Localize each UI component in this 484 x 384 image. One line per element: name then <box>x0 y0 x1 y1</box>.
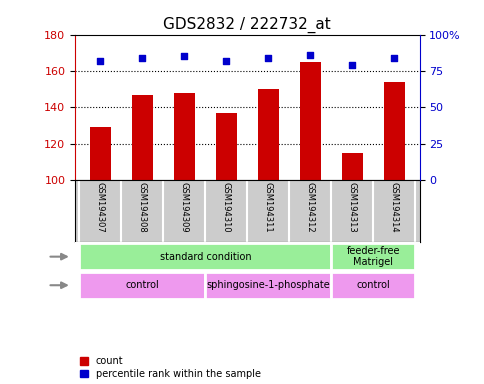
Bar <box>383 82 404 180</box>
Bar <box>215 113 236 180</box>
Text: GSM194307: GSM194307 <box>96 182 105 233</box>
Bar <box>331 243 414 270</box>
Bar <box>132 94 152 180</box>
Point <box>180 53 188 60</box>
Text: feeder-free
Matrigel: feeder-free Matrigel <box>346 246 399 268</box>
Text: sphingosine-1-phosphate: sphingosine-1-phosphate <box>206 280 330 290</box>
Text: GSM194308: GSM194308 <box>137 182 147 233</box>
Text: control: control <box>125 280 159 290</box>
Bar <box>341 153 362 180</box>
Title: GDS2832 / 222732_at: GDS2832 / 222732_at <box>163 17 331 33</box>
Point <box>222 58 230 64</box>
Text: GSM194309: GSM194309 <box>180 182 188 233</box>
Text: standard condition: standard condition <box>159 252 251 262</box>
Text: GSM194314: GSM194314 <box>389 182 398 233</box>
Text: control: control <box>356 280 390 290</box>
Point <box>348 62 355 68</box>
Text: GSM194311: GSM194311 <box>263 182 272 233</box>
Bar <box>173 93 195 180</box>
Bar <box>299 62 320 180</box>
Point <box>138 55 146 61</box>
Bar <box>257 89 278 180</box>
Bar <box>79 243 331 270</box>
Point <box>264 55 272 61</box>
Point <box>390 55 397 61</box>
Bar <box>90 127 111 180</box>
Bar <box>205 271 331 299</box>
Text: GSM194310: GSM194310 <box>221 182 230 233</box>
Text: GSM194313: GSM194313 <box>347 182 356 233</box>
Bar <box>79 271 205 299</box>
Point <box>306 52 314 58</box>
Legend: count, percentile rank within the sample: count, percentile rank within the sample <box>80 356 260 379</box>
Bar <box>331 271 414 299</box>
Text: GSM194312: GSM194312 <box>305 182 314 233</box>
Point <box>96 58 104 64</box>
